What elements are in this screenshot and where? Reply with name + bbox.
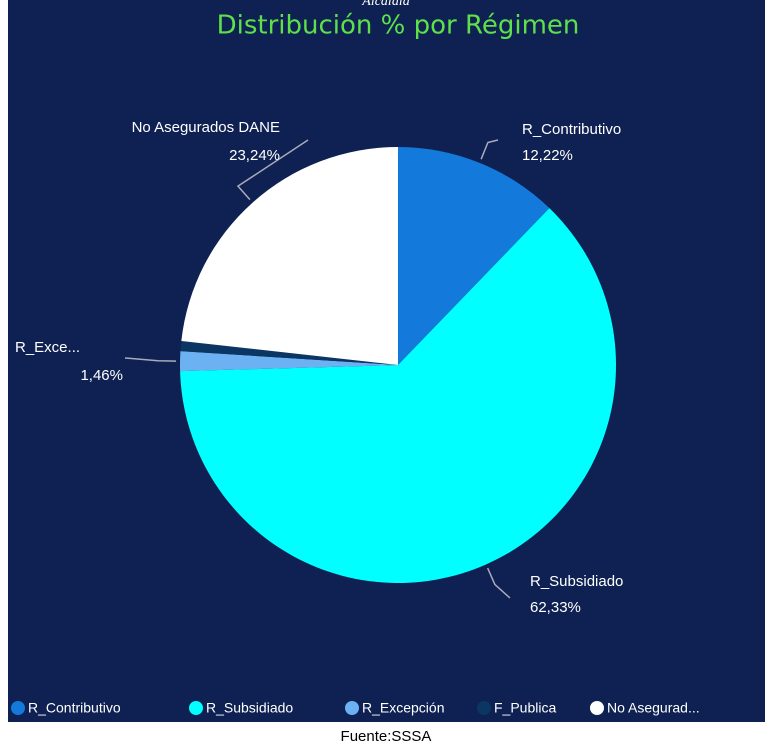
legend-label: R_Excepción xyxy=(362,700,445,716)
slice-label: No Asegurados DANE xyxy=(132,119,280,136)
slice xyxy=(180,351,398,372)
legend-label: F_Publica xyxy=(494,700,556,716)
leader-line xyxy=(480,139,499,160)
legend-swatch xyxy=(345,701,359,715)
legend-swatch xyxy=(590,701,604,715)
slice xyxy=(398,147,550,365)
legend-label: R_Subsidiado xyxy=(206,700,293,716)
value-label: 62,33% xyxy=(530,599,581,616)
slice xyxy=(180,340,398,365)
value-label: 23,24% xyxy=(229,147,280,164)
slice xyxy=(181,147,398,365)
legend-label: R_Contributivo xyxy=(28,700,121,716)
chart-title: Distribución % por Régimen xyxy=(217,11,580,41)
slice-label: R_Exce... xyxy=(15,339,80,356)
legend-swatch xyxy=(477,701,491,715)
leader-line xyxy=(124,357,177,362)
slice xyxy=(180,208,616,583)
slice-label: R_Subsidiado xyxy=(530,573,623,590)
legend-swatch xyxy=(189,701,203,715)
leader-line xyxy=(486,567,511,599)
header: Alcaldía xyxy=(361,0,409,9)
value-label: 12,22% xyxy=(522,147,573,164)
legend-swatch xyxy=(11,701,25,715)
legend-label: No Asegurad... xyxy=(607,700,700,716)
leader-line xyxy=(236,139,309,201)
slice-label: R_Contributivo xyxy=(522,121,621,138)
value-label: 1,46% xyxy=(80,367,123,384)
footer: Fuente:SSSA xyxy=(341,728,432,745)
